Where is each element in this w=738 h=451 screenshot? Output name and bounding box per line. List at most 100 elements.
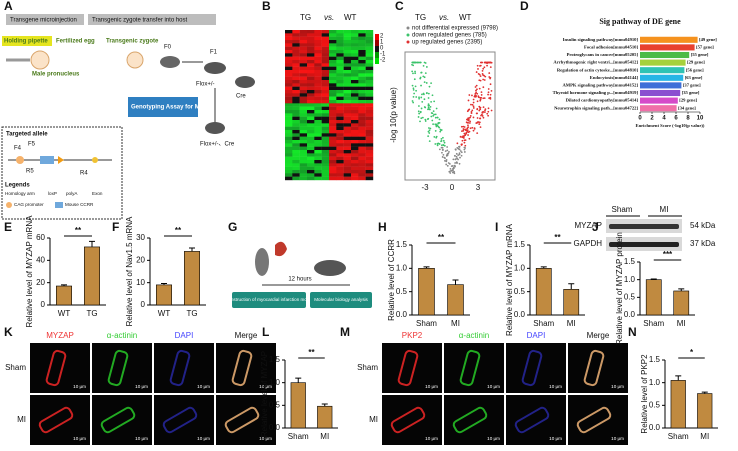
heatmap-cell xyxy=(336,130,344,134)
heatmap-cell xyxy=(314,120,322,124)
heatmap-cell xyxy=(314,80,322,84)
heatmap-cell xyxy=(299,126,308,131)
volcano-dot xyxy=(482,116,485,119)
bar xyxy=(640,105,677,112)
heatmap-cell xyxy=(336,36,344,41)
volcano-dot xyxy=(479,117,482,120)
column-label: DAPI xyxy=(175,331,194,340)
heatmap-cell xyxy=(299,156,308,161)
volcano-dot xyxy=(423,76,426,79)
y-axis-label: Relative level of MYZAP mRNA xyxy=(505,223,514,336)
error-bar xyxy=(568,283,575,290)
volcano-dot xyxy=(490,109,493,112)
volcano-dot xyxy=(467,99,470,102)
heatmap-cell xyxy=(307,83,315,87)
volcano-dot xyxy=(418,61,421,64)
heatmap-cell xyxy=(292,120,300,124)
heatmap-cell xyxy=(343,106,352,111)
volcano-dot xyxy=(459,150,462,152)
label: Legends xyxy=(5,183,30,189)
volcano-dot xyxy=(489,61,492,64)
label: Fertilized egg xyxy=(56,39,95,45)
heatmap-cell xyxy=(358,153,366,157)
volcano-dot xyxy=(427,130,430,133)
volcano-dot xyxy=(429,127,432,130)
volcano-dot xyxy=(423,106,426,108)
heatmap-cell xyxy=(292,96,300,101)
heatmap-cell xyxy=(307,170,315,174)
heatmap-cell xyxy=(358,63,366,67)
heatmap-cell xyxy=(351,56,359,61)
heatmap-cell xyxy=(365,60,374,64)
heatmap-cell xyxy=(351,176,359,181)
heatmap-cell xyxy=(285,93,293,97)
cell xyxy=(231,349,253,387)
heatmap-cell xyxy=(285,33,293,37)
label: Holding pipette xyxy=(4,39,48,45)
heatmap-cell xyxy=(351,133,359,137)
volcano-dot xyxy=(440,144,443,147)
heatmap-cell xyxy=(329,86,337,91)
heatmap-cell xyxy=(365,76,374,81)
heatmap-cell xyxy=(343,70,352,74)
heatmap-cell xyxy=(336,170,344,174)
volcano-dot xyxy=(430,82,433,85)
x-tick-label: WT xyxy=(58,309,71,318)
heatmap-cell xyxy=(299,120,308,124)
heatmap-cell xyxy=(299,93,308,97)
volcano-dot xyxy=(454,148,457,151)
heatmap-cell xyxy=(321,66,330,71)
volcano-dot xyxy=(472,98,475,101)
heatmap-cell xyxy=(365,50,374,54)
heatmap-cell xyxy=(336,63,344,67)
heatmap-cell xyxy=(307,46,315,51)
volcano-dot xyxy=(411,70,414,73)
bar-label: [37 gene] xyxy=(683,82,701,87)
heatmap-cell xyxy=(343,53,352,57)
heatmap-cell xyxy=(314,140,322,144)
heatmap-cell xyxy=(365,143,374,147)
micrograph xyxy=(382,395,442,445)
heatmap-cell xyxy=(329,70,337,74)
heatmap-cell xyxy=(307,40,315,44)
heatmap-cell xyxy=(321,90,330,94)
heatmap-cell xyxy=(292,63,300,67)
volcano-dot xyxy=(482,86,485,89)
heatmap-cell xyxy=(321,83,330,87)
heatmap-cell xyxy=(321,116,330,121)
volcano-dot xyxy=(473,127,476,129)
heatmap-cell xyxy=(299,100,308,104)
x-tick-label: 0 xyxy=(450,183,455,192)
heatmap-cell xyxy=(365,46,374,51)
heatmap-cell xyxy=(314,70,322,74)
heatmap-cell xyxy=(321,166,330,171)
volcano-dot xyxy=(423,98,426,101)
volcano-dot xyxy=(424,62,427,64)
volcano-dot xyxy=(432,110,435,113)
heatmap-cell xyxy=(351,170,359,174)
title-part: vs. xyxy=(439,13,449,22)
scale-swatch xyxy=(375,46,379,52)
heatmap-cell xyxy=(321,156,330,161)
heatmap-cell xyxy=(329,96,337,101)
volcano-dot xyxy=(422,65,425,67)
heatmap-cell xyxy=(299,96,308,101)
label: R4 xyxy=(80,171,88,177)
heatmap-cell xyxy=(343,176,352,181)
significance: *** xyxy=(663,250,673,259)
y-axis-label: Relative level of CCRR xyxy=(387,239,396,321)
scale-swatch xyxy=(375,34,379,40)
heatmap-cell xyxy=(336,56,344,61)
heatmap-cell xyxy=(299,106,308,111)
x-tick-label: Sham xyxy=(533,319,554,328)
heatmap-cell xyxy=(292,133,300,137)
volcano-dot xyxy=(420,84,422,87)
volcano-dot xyxy=(421,116,424,119)
heatmap-cell xyxy=(351,83,359,87)
heatmap-cell xyxy=(292,126,300,131)
heatmap-cell xyxy=(314,53,322,57)
heatmap-cell xyxy=(329,40,337,44)
heatmap-cell xyxy=(307,76,315,81)
heatmap-cell xyxy=(351,120,359,124)
volcano-dot xyxy=(442,136,444,139)
